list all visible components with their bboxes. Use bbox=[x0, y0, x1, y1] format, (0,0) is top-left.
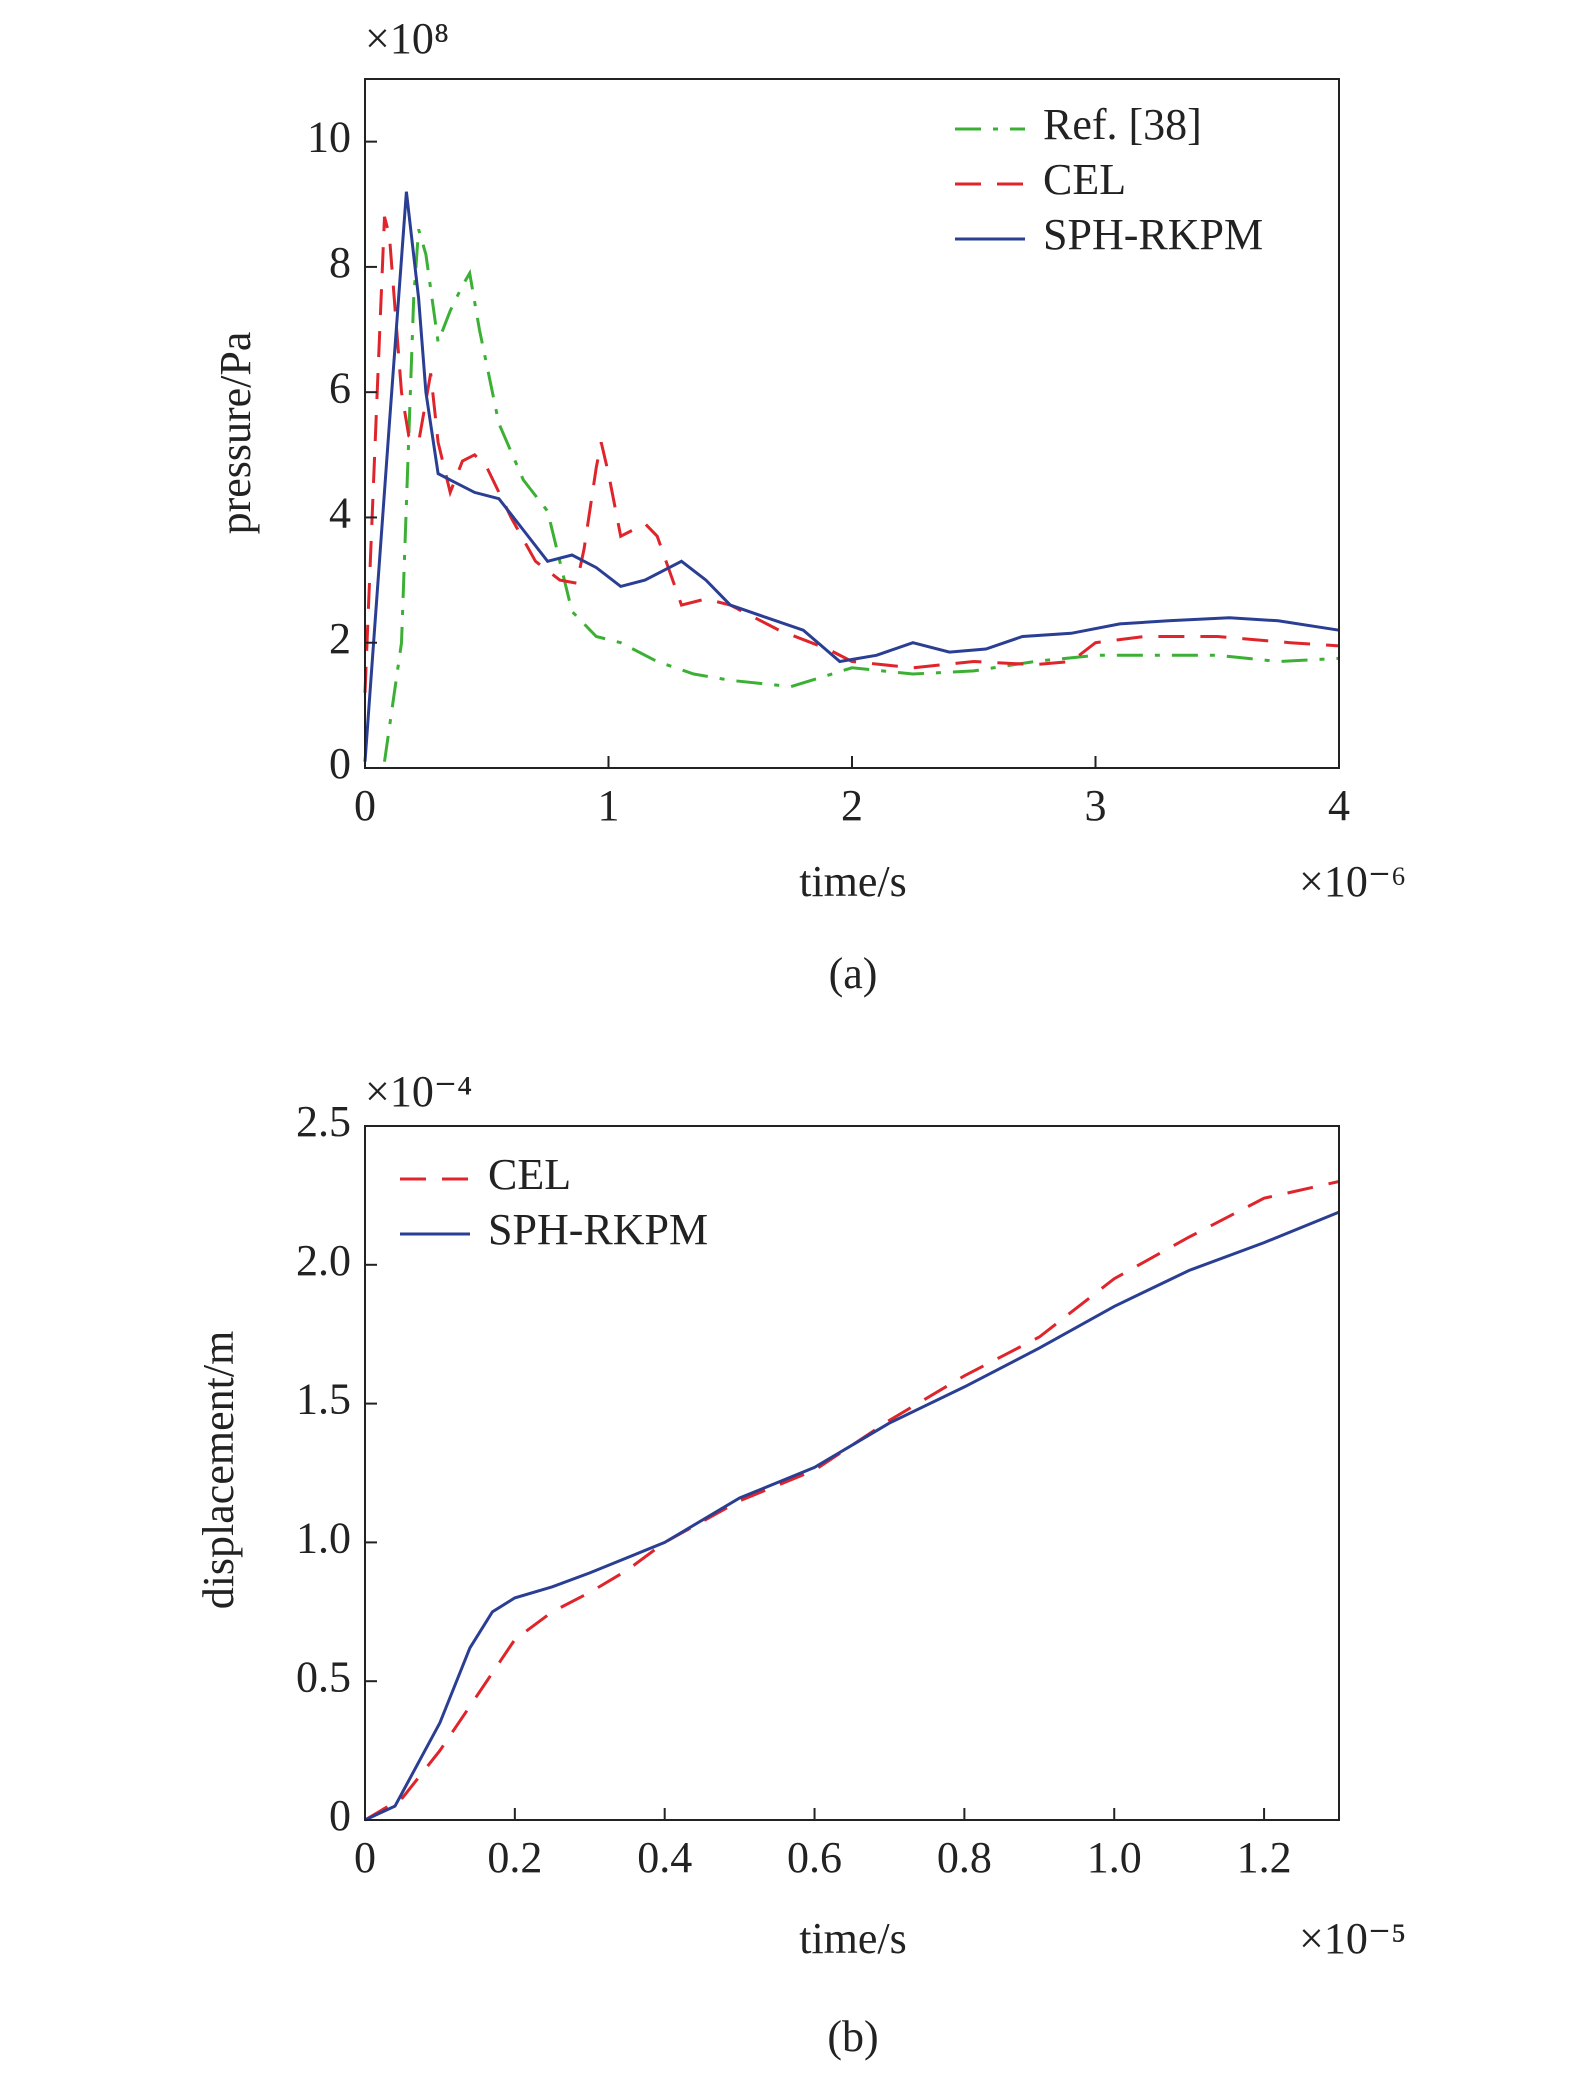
line-series bbox=[364, 1210, 1340, 1822]
y-tick-label: 1.5 bbox=[296, 1375, 351, 1424]
y-multiplier: ×10⁻⁴ bbox=[365, 1067, 472, 1116]
x-tick-label: 2 bbox=[841, 781, 863, 830]
x-tick-label: 0.6 bbox=[787, 1833, 842, 1882]
y-tick-label: 10 bbox=[307, 113, 351, 162]
legend-label: CEL bbox=[1043, 155, 1126, 204]
y-tick-label: 2.5 bbox=[296, 1097, 351, 1146]
plot-frame bbox=[364, 78, 1340, 769]
legend-label: Ref. [38] bbox=[1043, 100, 1202, 149]
x-tick-label: 0.8 bbox=[937, 1833, 992, 1882]
line-series bbox=[363, 191, 1340, 762]
y-tick-label: 2.0 bbox=[296, 1236, 351, 1285]
line-series bbox=[364, 1180, 1340, 1822]
y-tick-label: 0.5 bbox=[296, 1652, 351, 1701]
legend-label: CEL bbox=[488, 1150, 571, 1199]
y-tick-label: 4 bbox=[329, 489, 351, 538]
y-tick-label: 0 bbox=[329, 1791, 351, 1840]
x-tick-label: 4 bbox=[1328, 781, 1350, 830]
caption: (a) bbox=[829, 949, 878, 998]
x-tick-label: 0 bbox=[354, 1833, 376, 1882]
x-tick-label: 1.0 bbox=[1087, 1833, 1142, 1882]
plot-frame bbox=[364, 1125, 1340, 1821]
legend-label: SPH-RKPM bbox=[1043, 210, 1263, 259]
x-axis-title: time/s bbox=[799, 1914, 907, 1963]
x-tick-label: 0.2 bbox=[487, 1833, 542, 1882]
y-tick-label: 6 bbox=[329, 363, 351, 412]
y-tick-label: 8 bbox=[329, 238, 351, 287]
x-multiplier: ×10⁻⁶ bbox=[1299, 857, 1406, 906]
x-tick-label: 1 bbox=[598, 781, 620, 830]
y-axis-title: pressure/Pa bbox=[211, 332, 260, 535]
y-tick-label: 0 bbox=[329, 739, 351, 788]
y-axis-title: displacement/m bbox=[194, 1331, 243, 1610]
y-tick-label: 2 bbox=[329, 614, 351, 663]
legend-label: SPH-RKPM bbox=[488, 1205, 708, 1254]
line-series bbox=[363, 216, 1340, 693]
y-multiplier: ×10⁸ bbox=[365, 14, 449, 63]
y-tick-label: 1.0 bbox=[296, 1513, 351, 1562]
x-multiplier: ×10⁻⁵ bbox=[1299, 1914, 1406, 1963]
x-tick-label: 0 bbox=[354, 781, 376, 830]
caption: (b) bbox=[827, 2012, 878, 2061]
x-axis-title: time/s bbox=[799, 857, 907, 906]
x-tick-label: 1.2 bbox=[1237, 1833, 1292, 1882]
x-tick-label: 3 bbox=[1085, 781, 1107, 830]
x-tick-label: 0.4 bbox=[637, 1833, 692, 1882]
line-series bbox=[383, 228, 1340, 762]
